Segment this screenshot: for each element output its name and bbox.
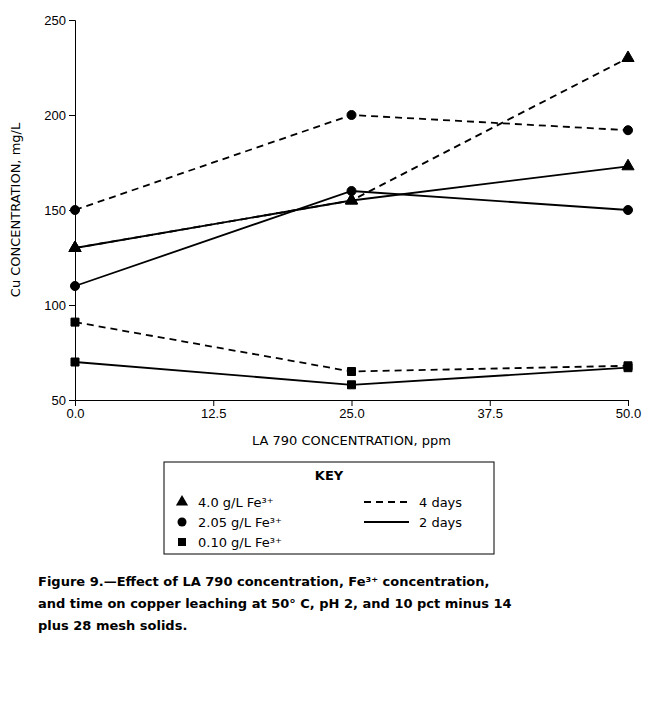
point	[71, 318, 79, 326]
point	[624, 364, 632, 372]
tick-mark	[69, 305, 75, 306]
legend-box	[164, 462, 494, 554]
tick: 50	[52, 393, 75, 408]
tick-label: 100	[44, 298, 66, 313]
tick: 50.0	[616, 400, 641, 421]
legend-line	[364, 501, 409, 503]
tick-mark	[69, 115, 75, 116]
legend-label: 0.10 g/L Fe³⁺	[198, 535, 282, 550]
legend-marker	[176, 495, 188, 506]
tick-mark	[69, 20, 75, 21]
tick-label: 0.0	[66, 406, 84, 421]
tick: 250	[44, 13, 75, 28]
point	[622, 159, 634, 170]
point	[623, 205, 632, 214]
legend-label: 4 days	[419, 495, 462, 510]
point	[70, 281, 79, 290]
point	[347, 110, 356, 119]
tick-label: 50	[52, 393, 66, 408]
tick-label: 250	[44, 13, 66, 28]
legend-label: 2.05 g/L Fe³⁺	[198, 515, 282, 530]
point	[348, 368, 356, 376]
series-line	[75, 166, 628, 248]
legend-marker	[177, 517, 186, 526]
series-line	[75, 115, 628, 210]
tick-label: 37.5	[478, 406, 503, 421]
series-line	[75, 58, 628, 248]
point	[622, 51, 634, 62]
point	[69, 241, 81, 252]
x-axis: 0.0 12.5 25.0 37.5 50.0	[66, 400, 641, 421]
tick-label: 25.0	[339, 406, 364, 421]
tick-label: 12.5	[201, 406, 226, 421]
legend-label: 4.0 g/L Fe³⁺	[198, 495, 274, 510]
plot: 0.0 12.5 25.0 37.5 50.0 50 100 150 200 250	[44, 13, 641, 422]
tick-label: 50.0	[616, 406, 641, 421]
legend: KEY 4.0 g/L Fe³⁺ 2.05 g/L Fe³⁺ 0.10 g/L Fe³…	[164, 462, 494, 554]
axis-line	[76, 401, 629, 407]
tick-mark	[352, 400, 353, 406]
point	[69, 241, 81, 252]
point	[71, 358, 79, 366]
tick-mark	[213, 400, 214, 406]
point	[70, 205, 79, 214]
tick: 0.0	[66, 400, 84, 421]
tick-label: 150	[44, 203, 66, 218]
caption: plus 28 mesh solids.	[38, 618, 187, 633]
point	[348, 381, 356, 389]
tick: 12.5	[201, 400, 226, 421]
tick: 37.5	[478, 400, 503, 421]
legend-line	[364, 521, 409, 523]
legend-label: 2 days	[419, 515, 462, 530]
tick-label: 200	[44, 108, 66, 123]
tick-mark	[490, 400, 491, 406]
tick: 25.0	[339, 400, 364, 421]
series-line	[75, 191, 628, 286]
chart: 0.0 12.5 25.0 37.5 50.0 50 100 150 200 250 LA 790 …	[0, 0, 658, 705]
legend-title: KEY	[315, 468, 344, 483]
point	[623, 126, 632, 135]
series-line	[75, 322, 628, 371]
tick-mark	[69, 400, 75, 401]
x-axis-title: LA 790 CONCENTRATION, ppm	[252, 433, 451, 448]
caption: and time on copper leaching at 50° C, pH…	[38, 596, 512, 611]
legend-marker	[178, 538, 186, 546]
series-group	[69, 51, 634, 389]
tick: 200	[44, 108, 75, 123]
tick: 100	[44, 298, 75, 313]
point	[347, 186, 356, 195]
y-axis-title: Cu CONCENTRATION, mg/L	[8, 122, 23, 297]
caption: Figure 9.—Effect of LA 790 concentration…	[38, 574, 489, 589]
tick-mark	[628, 400, 629, 406]
